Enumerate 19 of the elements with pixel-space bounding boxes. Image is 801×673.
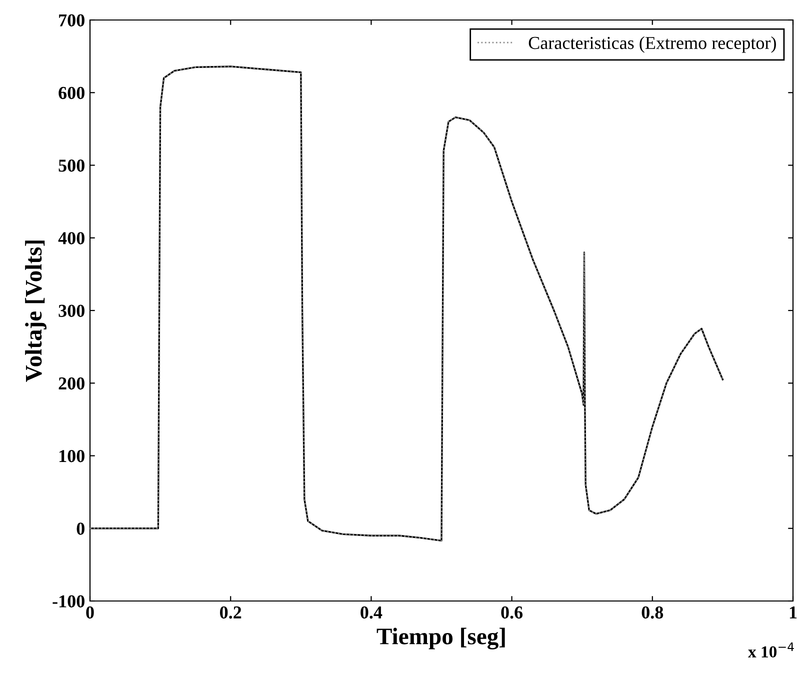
y-tick-label: 400: [58, 232, 84, 244]
y-tick-label: -100: [52, 595, 84, 608]
y-tick-label: 0: [76, 522, 84, 535]
x-tick-label: 0.6: [501, 606, 523, 619]
x-tick-label: 0.8: [642, 606, 664, 619]
y-tick-label: 300: [58, 304, 84, 317]
x-tick-label: 0.2: [220, 606, 242, 619]
y-tick-label: 700: [59, 14, 84, 26]
y-tick-label: 500: [58, 160, 84, 172]
y-tick-label: 200: [58, 377, 84, 390]
x-axis-title: Tiempo [seg]: [376, 628, 505, 650]
x-tick-label: 0: [86, 606, 94, 619]
y-tick-label: 600: [58, 86, 84, 100]
y-axis-title: Voltaje [Volts]: [25, 240, 46, 382]
y-tick-label: 100: [60, 450, 84, 462]
x-tick-label: 0.4: [360, 606, 382, 619]
legend-label: Caracteristicas (Extremo receptor): [528, 36, 776, 53]
text: x 10$^{−4}$: [748, 642, 794, 658]
x-tick-label: 1: [790, 606, 797, 618]
